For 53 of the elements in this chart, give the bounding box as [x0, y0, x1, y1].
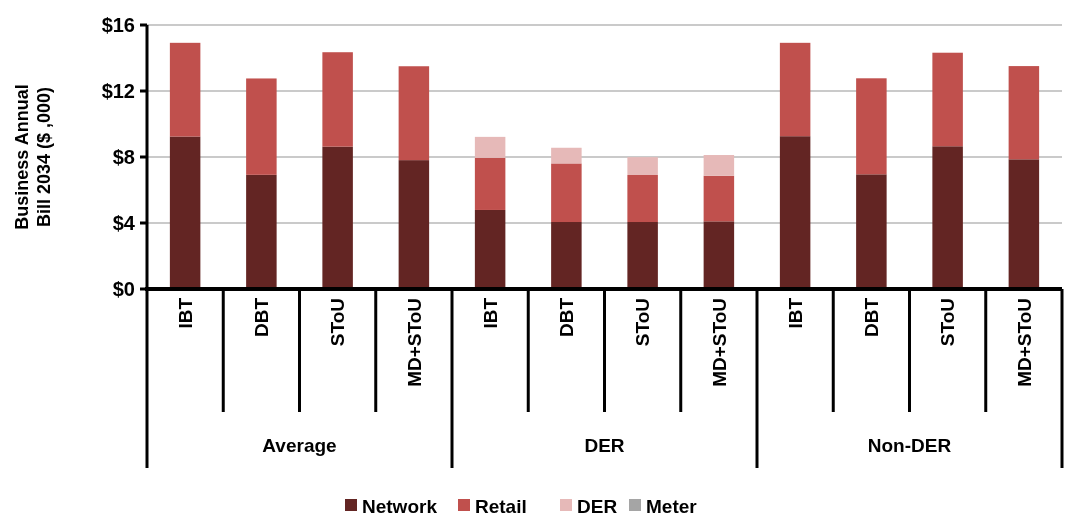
x-tick-label: SToU [632, 298, 654, 347]
bar [703, 221, 735, 289]
x-tick-label: MD+SToU [403, 298, 425, 387]
bar [779, 42, 811, 137]
bar [779, 136, 811, 289]
x-tick-label: SToU [937, 298, 959, 347]
text: Non-DER [867, 435, 952, 456]
bar [474, 136, 506, 158]
bar [627, 174, 658, 223]
x-tick-label: MD+SToU [1013, 298, 1035, 387]
y-tick-label: $8 [112, 146, 135, 168]
legend-label: Network [362, 495, 438, 516]
bar [703, 155, 735, 176]
x-tick-label: IBT [479, 297, 501, 329]
bar [1008, 159, 1040, 289]
bar [932, 146, 963, 289]
x-tick-label: DBT [861, 297, 883, 338]
bar [322, 52, 353, 147]
bar [398, 160, 430, 289]
legend-label: Meter [646, 495, 698, 516]
bar [856, 78, 887, 175]
y-tick-label: $16 [101, 14, 135, 36]
x-tick-label: SToU [327, 298, 349, 347]
bar [1008, 66, 1040, 160]
bar [322, 146, 353, 289]
x-tick-label: DBT [251, 297, 273, 338]
text: Average [262, 435, 337, 456]
legend-label: DER [577, 495, 618, 516]
y-tick-label: $4 [112, 212, 136, 234]
bar [474, 209, 506, 289]
bar [551, 222, 582, 289]
y-tick-label: $12 [101, 80, 135, 102]
bar [627, 157, 658, 175]
bar [169, 42, 201, 137]
legend-label: Retail [475, 495, 527, 516]
bar [627, 222, 658, 289]
bar [169, 136, 201, 289]
x-tick-label: DBT [556, 297, 578, 338]
bar [474, 157, 506, 210]
y-axis-title: Business Annual Bill 2034 ($ ,000) [12, 84, 54, 230]
bar [246, 174, 277, 289]
bar [703, 175, 735, 222]
bar [551, 147, 582, 164]
x-tick-label: IBT [784, 297, 806, 329]
bar [551, 163, 582, 223]
bar [398, 66, 430, 161]
x-tick-label: IBT [174, 297, 196, 329]
x-tick-label: MD+SToU [708, 298, 730, 387]
bar [932, 52, 963, 147]
bar [246, 78, 277, 175]
bar [856, 174, 887, 289]
y-tick-label: $0 [112, 278, 135, 300]
text: DER [584, 435, 625, 456]
